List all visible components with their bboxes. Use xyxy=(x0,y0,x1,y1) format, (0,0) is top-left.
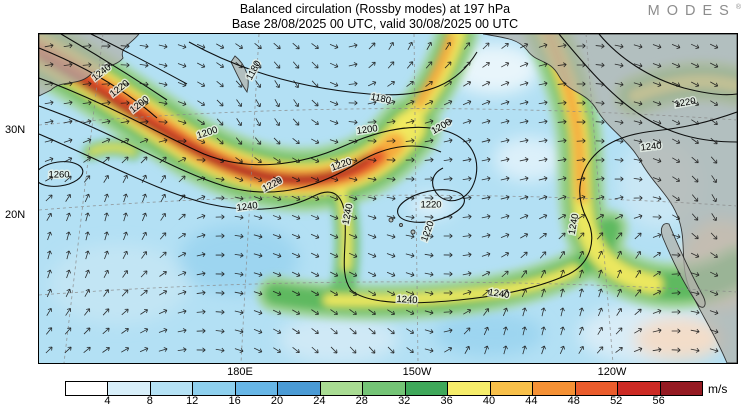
chart-subtitle: Base 28/08/2025 00 UTC, valid 30/08/2025… xyxy=(231,17,519,31)
wind-arrows xyxy=(44,41,719,355)
svg-text:1240: 1240 xyxy=(340,203,355,226)
registered-mark-icon: ® xyxy=(735,4,741,12)
svg-text:1220: 1220 xyxy=(420,200,441,211)
modes-logo-text: MODES xyxy=(647,3,736,19)
colorbar-tick-label: 24 xyxy=(313,395,326,407)
colorbar-tick-label: 4 xyxy=(104,395,111,407)
svg-text:1240: 1240 xyxy=(236,200,258,214)
colorbar-tick-label: 44 xyxy=(525,395,538,407)
svg-text:1240: 1240 xyxy=(236,200,258,214)
colorbar-segment xyxy=(448,382,491,395)
colorbar-tick-label: 56 xyxy=(652,395,665,407)
svg-text:1260: 1260 xyxy=(48,170,69,181)
svg-text:1260: 1260 xyxy=(48,170,69,181)
colorbar-segment xyxy=(66,382,109,395)
colorbar-segment xyxy=(193,382,236,395)
colorbar-segment xyxy=(363,382,406,395)
colorbar-tick-label: 40 xyxy=(482,395,496,407)
svg-text:1240: 1240 xyxy=(396,294,418,306)
colorbar-segment xyxy=(320,382,364,395)
height-contours xyxy=(39,34,737,304)
colorbar-segment xyxy=(533,382,576,395)
svg-text:1240: 1240 xyxy=(567,213,582,236)
svg-text:1220: 1220 xyxy=(420,200,441,211)
colorbar-tick-label: 16 xyxy=(228,395,241,407)
colorbar-tick-label: 52 xyxy=(610,395,623,407)
svg-text:1240: 1240 xyxy=(640,140,662,153)
colorbar xyxy=(65,381,703,396)
colorbar-tick-label: 20 xyxy=(270,395,284,407)
colorbar-segment xyxy=(490,382,534,395)
colorbar-tick-label: 32 xyxy=(398,395,411,407)
colorbar-segment xyxy=(660,382,703,395)
svg-text:1240: 1240 xyxy=(640,140,662,153)
svg-text:1240: 1240 xyxy=(567,213,582,236)
lon-tick-label: 150W xyxy=(402,366,432,378)
lat-tick-label: 30N xyxy=(5,124,26,136)
colorbar-unit: m/s xyxy=(708,382,728,396)
modes-logo: MODES® xyxy=(648,3,741,19)
colorbar-tick-label: 36 xyxy=(440,395,453,407)
colorbar-segment xyxy=(278,382,321,395)
colorbar-tick-label: 8 xyxy=(146,395,153,407)
map-frame: 1240 1240 1220 1220 1200 1200 1180 1180 1180 1180… xyxy=(38,33,738,364)
map-plot: 1240124012201220120012001180118011801180… xyxy=(39,34,737,363)
chart-title: Balanced circulation (Rossby modes) at 1… xyxy=(239,2,511,16)
colorbar-segment xyxy=(575,382,619,395)
lat-tick-label: 20N xyxy=(5,209,26,221)
colorbar-tick-label: 28 xyxy=(355,395,368,407)
colorbar-segment xyxy=(235,382,279,395)
svg-text:1240: 1240 xyxy=(396,294,418,306)
svg-text:1200: 1200 xyxy=(356,123,378,137)
colorbar-segment xyxy=(108,382,151,395)
colorbar-segment xyxy=(150,382,194,395)
svg-text:1200: 1200 xyxy=(356,123,378,137)
lon-tick-label: 120W xyxy=(597,366,627,378)
svg-text:1220: 1220 xyxy=(674,96,697,111)
colorbar-tick-label: 12 xyxy=(186,395,199,407)
lon-tick-label: 180E xyxy=(227,366,253,378)
colorbar-tick-label: 48 xyxy=(567,395,580,407)
colorbar-segment xyxy=(618,382,661,395)
colorbar-segment xyxy=(405,382,449,395)
svg-text:1220: 1220 xyxy=(674,96,697,111)
